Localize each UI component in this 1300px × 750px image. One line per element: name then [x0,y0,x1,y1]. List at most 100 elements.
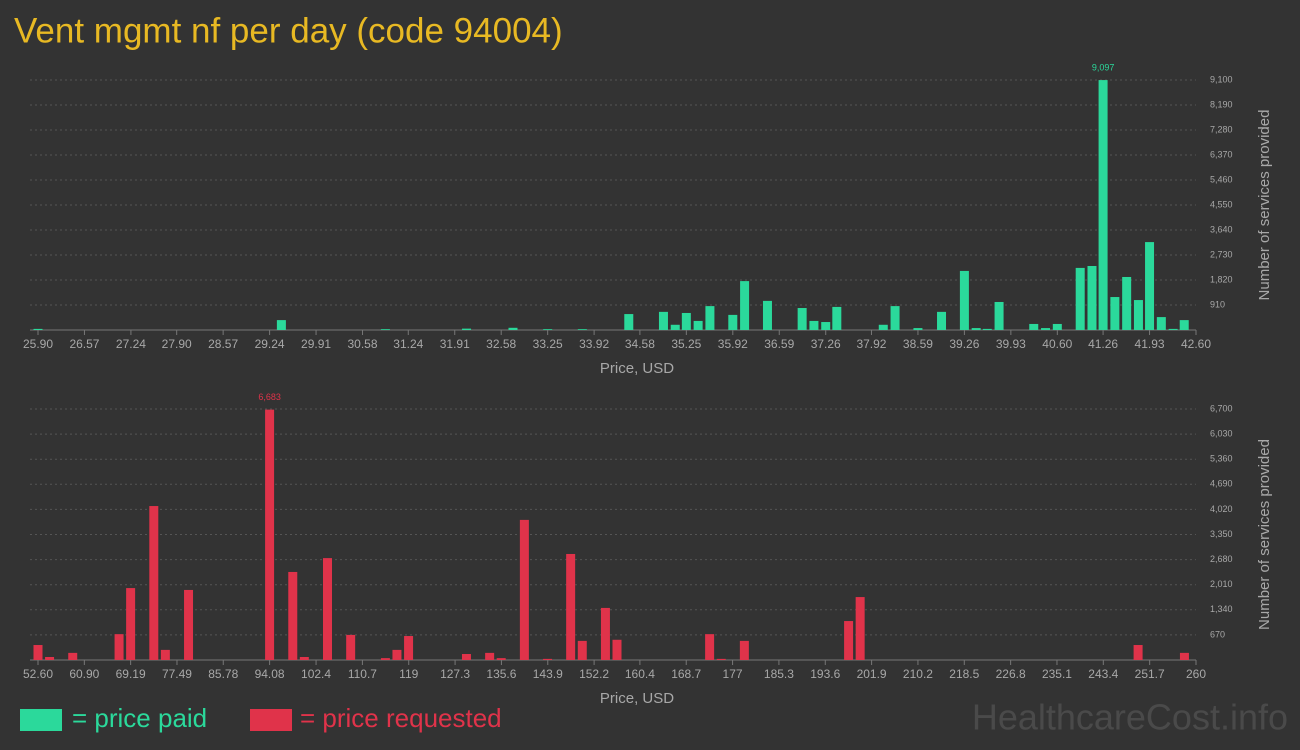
x-tick-label: 60.90 [69,667,99,681]
bar [1145,242,1155,330]
bar [612,639,622,660]
bar [1133,300,1143,330]
watermark: HealthcareCost.info [972,697,1288,738]
y-tick-label: 4,690 [1210,479,1233,489]
y-tick-label: 9,100 [1210,74,1233,84]
x-tick-label: 77.49 [162,667,192,681]
y-tick-label: 7,280 [1210,124,1233,134]
bar [380,329,390,330]
bar [160,649,170,660]
bar [797,308,807,330]
bar [323,558,332,660]
x-tick-label: 33.25 [533,337,563,351]
x-tick-label: 102.4 [301,667,331,681]
bar [543,658,553,660]
bar [462,328,472,330]
x-tick-label: 29.91 [301,337,331,351]
x-tick-label: 29.24 [255,337,285,351]
bar [739,640,749,660]
bar [380,658,390,660]
bar [566,553,576,660]
bar [288,571,298,660]
x-tick-label: 251.7 [1135,667,1165,681]
x-tick-label: 185.3 [764,667,794,681]
x-tick-label: 38.59 [903,337,933,351]
bar [821,322,831,330]
bar [855,597,865,660]
bar [1133,645,1143,660]
x-tick-label: 35.25 [671,337,701,351]
x-tick-label: 226.8 [996,667,1026,681]
bar [600,607,610,660]
bar [346,634,356,660]
y-axis-label: Number of services provided [1256,110,1273,301]
y-tick-label: 5,460 [1210,174,1233,184]
y-tick-label: 2,010 [1210,579,1233,589]
x-tick-label: 27.24 [116,337,146,351]
bar [485,652,495,660]
bar [1179,320,1189,330]
bar [577,329,587,330]
x-tick-label: 201.9 [857,667,887,681]
bar [1087,265,1097,330]
x-tick-label: 26.57 [69,337,99,351]
y-tick-label: 910 [1210,299,1225,309]
bar [624,314,634,330]
x-tick-label: 42.60 [1181,337,1211,351]
x-tick-label: 31.24 [393,337,423,351]
bar [844,621,854,660]
bar [890,306,900,330]
legend-label: = price paid [72,703,207,733]
bar [404,636,414,660]
y-tick-label: 4,550 [1210,199,1233,209]
x-tick-label: 235.1 [1042,667,1072,681]
x-tick-label: 168.7 [671,667,701,681]
bar [45,657,55,660]
bar [971,328,981,330]
legend-swatch [250,709,292,731]
x-axis-label: Price, USD [600,360,674,377]
bar [1029,323,1039,330]
bar [149,506,159,660]
x-tick-label: 119 [399,667,418,681]
x-tick-label: 152.2 [579,667,609,681]
bar [126,588,136,660]
y-tick-label: 3,350 [1210,529,1233,539]
y-tick-label: 670 [1210,629,1225,639]
bar [68,652,78,660]
x-tick-label: 193.6 [810,667,840,681]
y-tick-label: 1,340 [1210,604,1233,614]
bar [33,328,43,330]
bar [1098,80,1108,330]
bar [705,306,715,330]
bar [299,657,309,660]
bar [1041,328,1051,330]
y-tick-label: 6,700 [1210,403,1233,413]
bar [716,658,726,660]
x-tick-label: 39.93 [996,337,1026,351]
y-tick-label: 6,370 [1210,149,1233,159]
bar [33,645,43,660]
x-tick-label: 260 [1186,667,1206,681]
bar [543,329,553,330]
x-tick-label: 40.60 [1042,337,1072,351]
x-tick-label: 127.3 [440,667,470,681]
x-tick-label: 25.90 [23,337,53,351]
y-tick-label: 2,680 [1210,554,1233,564]
x-tick-label: 135.6 [486,667,516,681]
bar [693,320,703,330]
bar [670,324,680,330]
data-label: 9,097 [1092,62,1115,72]
legend-swatch [20,709,62,731]
bar [762,300,772,330]
x-tick-label: 35.92 [718,337,748,351]
bar [913,328,923,330]
bar [1075,267,1085,330]
bar [519,519,529,660]
x-tick-label: 28.57 [208,337,238,351]
bar [1110,297,1120,330]
bar [265,409,275,660]
x-tick-label: 243.4 [1088,667,1118,681]
